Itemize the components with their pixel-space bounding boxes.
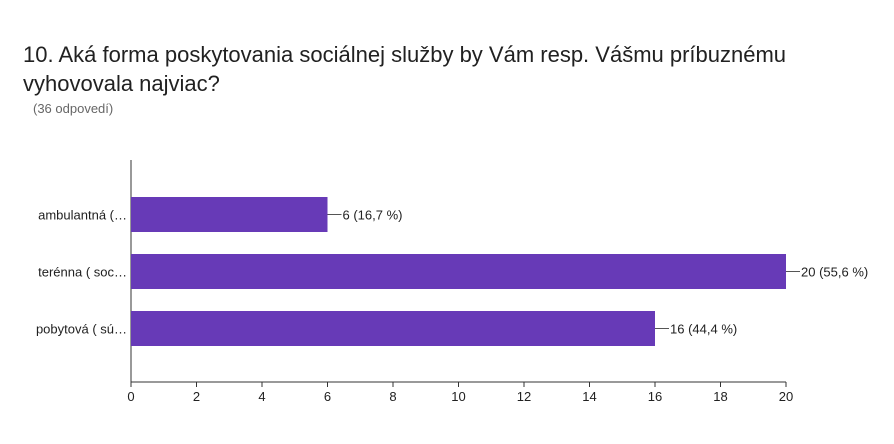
category-label: pobytová ( sú… xyxy=(36,322,127,337)
x-tick-label: 12 xyxy=(517,389,531,404)
bar xyxy=(131,254,786,289)
data-label: 6 (16,7 %) xyxy=(343,208,403,223)
data-label: 16 (44,4 %) xyxy=(670,322,737,337)
x-tick-label: 8 xyxy=(389,389,396,404)
x-tick-label: 18 xyxy=(713,389,727,404)
category-label: ambulantná (… xyxy=(38,208,127,223)
x-tick-label: 10 xyxy=(451,389,465,404)
x-tick-label: 4 xyxy=(258,389,265,404)
category-label: terénna ( soc… xyxy=(38,265,127,280)
question-title: 10. Aká forma poskytovania sociálnej slu… xyxy=(23,42,787,96)
x-tick-label: 2 xyxy=(193,389,200,404)
x-tick-label: 20 xyxy=(779,389,793,404)
bar xyxy=(131,311,655,346)
x-tick-label: 16 xyxy=(648,389,662,404)
bar xyxy=(131,197,328,232)
x-tick-label: 14 xyxy=(582,389,596,404)
response-count: (36 odpovedí) xyxy=(33,101,114,116)
x-tick-label: 0 xyxy=(127,389,134,404)
x-tick-label: 6 xyxy=(324,389,331,404)
data-label: 20 (55,6 %) xyxy=(801,265,868,280)
